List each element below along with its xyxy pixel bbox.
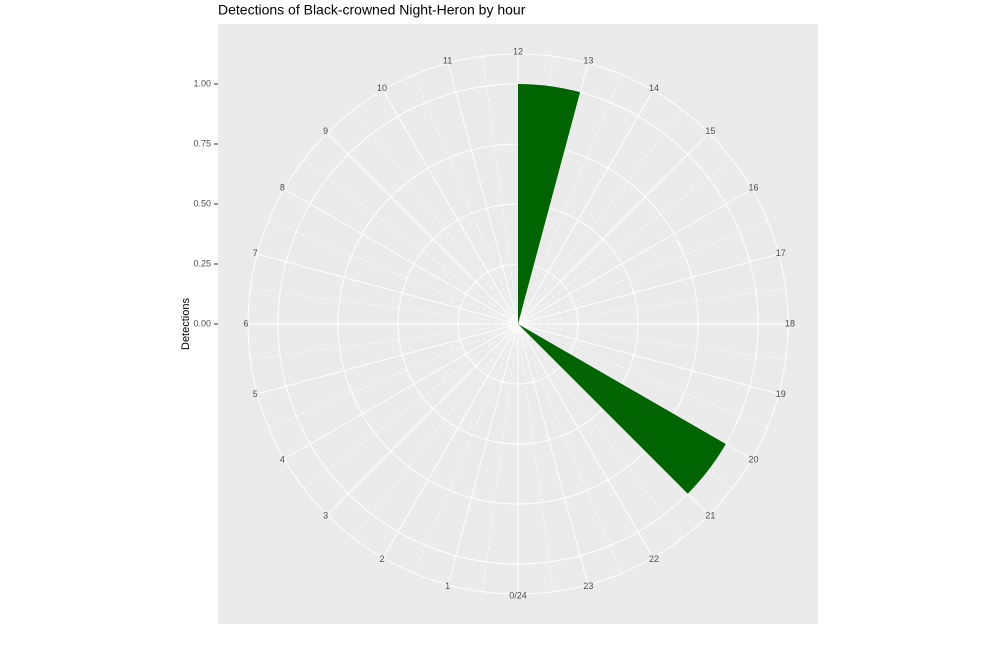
- x-tick-label: 13: [583, 56, 593, 66]
- grid-spoke: [283, 323, 519, 460]
- minor-grid-spoke: [482, 323, 519, 592]
- y-tick-label: 0.50: [193, 198, 211, 208]
- x-tick-label: 12: [513, 46, 523, 56]
- grid-spoke: [447, 63, 519, 325]
- x-tick-label: 7: [253, 248, 258, 258]
- grid-spoke: [326, 323, 519, 516]
- x-tick-label: 3: [323, 511, 328, 521]
- grid-spoke: [517, 323, 779, 395]
- grid-spoke: [517, 89, 654, 325]
- y-tick-label: 0.25: [193, 258, 211, 268]
- grid-spoke: [283, 188, 519, 325]
- minor-grid-spoke: [353, 323, 519, 539]
- bar: [518, 324, 726, 494]
- chart-title: Detections of Black-crowned Night-Heron …: [218, 2, 526, 18]
- minor-grid-spoke: [250, 323, 519, 360]
- y-axis-label: Detections: [180, 298, 192, 350]
- minor-grid-spoke: [414, 323, 519, 574]
- grid-spoke: [382, 323, 519, 559]
- minor-grid-spoke: [268, 323, 519, 428]
- x-tick-label: 16: [749, 182, 759, 192]
- x-tick-label: 11: [443, 56, 452, 66]
- x-tick-label: 9: [323, 126, 328, 136]
- minor-grid-spoke: [517, 109, 683, 325]
- minor-grid-spoke: [482, 56, 519, 325]
- y-tick-label: 0.00: [193, 318, 211, 328]
- bar: [518, 84, 581, 324]
- x-tick-label: 19: [776, 389, 786, 399]
- x-tick-label: 2: [379, 554, 384, 564]
- minor-grid-spoke: [517, 220, 768, 325]
- x-tick-label: 6: [243, 318, 248, 328]
- minor-grid-spoke: [303, 323, 519, 489]
- grid-spoke: [257, 253, 519, 325]
- x-tick-label: 21: [705, 511, 715, 521]
- minor-grid-spoke: [250, 288, 519, 325]
- minor-grid-spoke: [517, 323, 554, 592]
- x-tick-label: 23: [583, 581, 593, 591]
- grid-spoke: [517, 253, 779, 325]
- minor-grid-spoke: [268, 220, 519, 325]
- x-tick-label: 5: [253, 389, 258, 399]
- x-tick-label: 0/24: [509, 590, 527, 600]
- minor-grid-spoke: [517, 159, 733, 325]
- x-tick-label: 20: [749, 454, 759, 464]
- grid-spoke: [517, 323, 654, 559]
- x-tick-label: 15: [705, 126, 715, 136]
- minor-grid-spoke: [353, 109, 519, 325]
- grid-spoke: [326, 132, 519, 325]
- x-tick-label: 22: [649, 554, 659, 564]
- x-tick-label: 18: [785, 318, 795, 328]
- x-tick-label: 8: [280, 182, 285, 192]
- x-tick-label: 10: [377, 83, 387, 93]
- x-tick-label: 4: [280, 454, 285, 464]
- minor-grid-spoke: [517, 323, 622, 574]
- grid-spoke: [517, 132, 710, 325]
- grid-spoke: [517, 323, 589, 585]
- y-tick-label: 1.00: [193, 78, 211, 88]
- grid-spoke: [517, 188, 753, 325]
- grid-spoke: [447, 323, 519, 585]
- grid-spoke: [257, 323, 519, 395]
- y-tick-label: 0.75: [193, 138, 211, 148]
- minor-grid-spoke: [303, 159, 519, 325]
- x-tick-label: 17: [776, 248, 786, 258]
- minor-grid-spoke: [517, 323, 786, 360]
- minor-grid-spoke: [517, 323, 768, 428]
- minor-grid-spoke: [517, 288, 786, 325]
- minor-grid-spoke: [517, 323, 683, 539]
- minor-grid-spoke: [517, 74, 622, 325]
- x-tick-label: 14: [649, 83, 659, 93]
- minor-grid-spoke: [414, 74, 519, 325]
- x-tick-label: 1: [445, 581, 450, 591]
- grid-spoke: [382, 89, 519, 325]
